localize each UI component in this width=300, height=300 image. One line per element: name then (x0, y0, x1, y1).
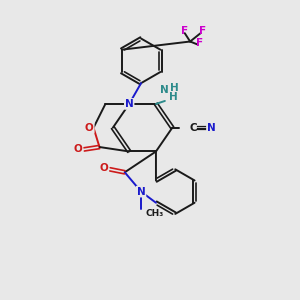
Text: C: C (189, 123, 197, 133)
Text: O: O (85, 123, 94, 133)
Text: N: N (207, 123, 216, 133)
Text: CH₃: CH₃ (146, 208, 164, 217)
Text: N: N (125, 99, 134, 109)
Text: O: O (100, 163, 108, 173)
Text: N: N (137, 187, 146, 196)
Text: F: F (196, 38, 203, 48)
Text: F: F (199, 26, 206, 36)
Text: O: O (74, 144, 82, 154)
Text: F: F (181, 26, 188, 36)
Text: H: H (170, 83, 179, 93)
Text: H: H (169, 92, 178, 102)
Text: N: N (160, 85, 169, 95)
